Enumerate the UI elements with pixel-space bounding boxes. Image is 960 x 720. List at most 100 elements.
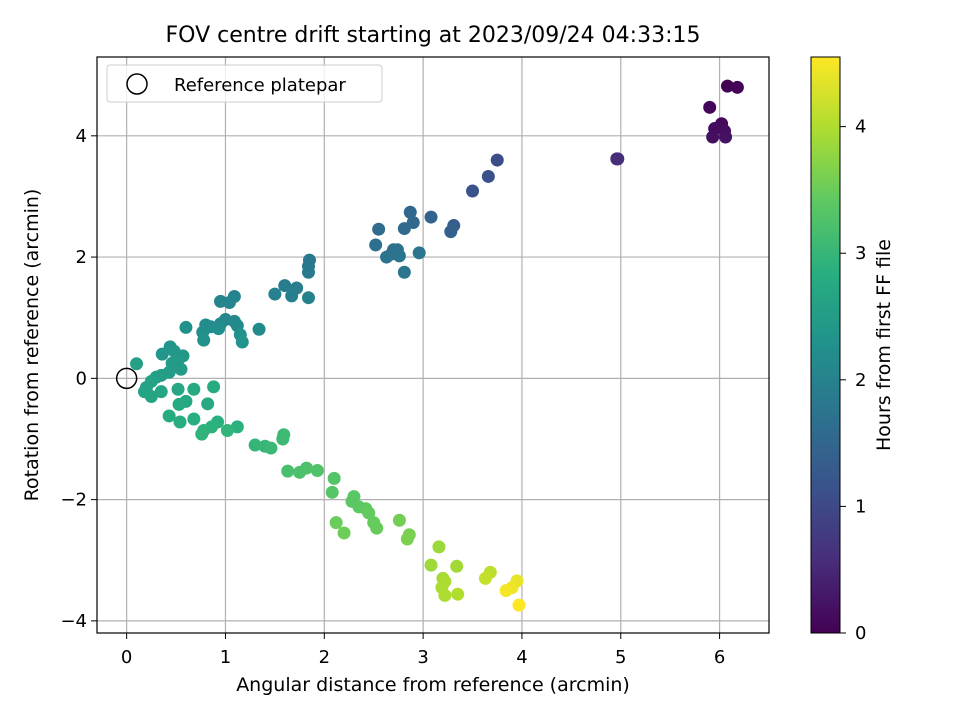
colorbar-tick-label: 1 <box>855 496 866 517</box>
data-point <box>277 428 291 442</box>
data-point <box>155 347 169 361</box>
data-point <box>380 250 394 264</box>
colorbar-ticks: 0 1 2 3 4 <box>840 117 866 644</box>
data-point <box>490 153 504 167</box>
data-point <box>222 296 236 310</box>
data-point <box>173 415 187 429</box>
data-point <box>362 506 376 520</box>
colorbar-gradient <box>810 56 841 634</box>
x-tick-label: 5 <box>615 647 626 668</box>
data-point <box>278 279 292 293</box>
data-point <box>144 390 158 404</box>
colorbar-tick-label: 3 <box>855 243 866 264</box>
colorbar-label: Hours from first FF file <box>873 239 895 451</box>
colorbar-tick-label: 2 <box>855 370 866 391</box>
y-tick-label: −4 <box>60 611 87 632</box>
x-axis-ticks: 0 1 2 3 4 5 6 <box>121 633 725 668</box>
data-point <box>172 397 186 411</box>
data-point <box>512 598 526 612</box>
data-point <box>403 205 417 219</box>
y-tick-label: −2 <box>60 490 87 511</box>
data-point <box>372 222 386 236</box>
data-point <box>268 287 282 301</box>
legend-label: Reference platepar <box>174 75 346 96</box>
data-point <box>162 409 176 423</box>
data-point <box>201 397 215 411</box>
data-point <box>703 100 717 114</box>
data-point <box>432 540 446 554</box>
data-point <box>392 513 406 527</box>
data-point <box>154 385 168 399</box>
x-axis-label: Angular distance from reference (arcmin) <box>236 674 630 696</box>
legend: Reference platepar <box>106 64 383 103</box>
data-point <box>329 516 343 530</box>
data-point <box>730 80 744 94</box>
data-point <box>301 291 315 305</box>
colorbar: 0 1 2 3 4 Hours from first FF file <box>810 56 895 644</box>
colorbar-tick-label: 0 <box>855 623 866 644</box>
data-point <box>451 587 465 601</box>
y-axis-label: Rotation from reference (arcmin) <box>21 189 43 502</box>
data-point <box>300 461 314 475</box>
reference-point-marker <box>115 367 138 390</box>
data-point <box>481 169 495 183</box>
data-point <box>248 438 262 452</box>
data-point <box>412 246 426 260</box>
y-axis-ticks: −4 −2 0 2 4 <box>60 126 97 632</box>
data-point <box>325 485 339 499</box>
y-tick-label: 4 <box>76 126 87 147</box>
data-point <box>174 362 188 376</box>
data-point <box>197 333 211 347</box>
y-tick-label: 2 <box>76 247 87 268</box>
x-tick-label: 0 <box>121 647 132 668</box>
data-point <box>499 584 513 598</box>
data-point <box>212 322 226 336</box>
plot-frame <box>96 56 770 634</box>
data-point <box>171 382 185 396</box>
data-point <box>397 222 411 236</box>
data-points <box>130 79 744 612</box>
data-point <box>195 427 209 441</box>
data-point <box>370 521 384 535</box>
x-tick-label: 4 <box>516 647 527 668</box>
data-point <box>301 265 315 279</box>
data-point <box>235 335 249 349</box>
data-point <box>450 559 464 573</box>
data-point <box>720 79 734 93</box>
legend-marker <box>126 73 148 95</box>
data-point <box>397 265 411 279</box>
y-tick-label: 0 <box>76 368 87 389</box>
legend-box <box>106 64 383 103</box>
data-point <box>187 412 201 426</box>
data-point <box>444 225 458 239</box>
data-point <box>327 471 341 485</box>
data-point <box>478 571 492 585</box>
data-point <box>337 526 351 540</box>
data-point <box>466 184 480 198</box>
data-point <box>187 382 201 396</box>
data-point <box>310 464 324 478</box>
data-point <box>207 380 221 394</box>
data-point <box>392 249 406 263</box>
x-tick-label: 1 <box>220 647 231 668</box>
data-point <box>438 588 452 602</box>
data-point <box>264 441 278 455</box>
data-point <box>611 152 625 166</box>
grid-lines <box>97 57 769 633</box>
data-point <box>230 420 244 434</box>
data-point <box>706 130 720 144</box>
data-point <box>220 423 234 437</box>
data-point <box>285 289 299 303</box>
data-point <box>719 130 733 144</box>
x-tick-label: 3 <box>417 647 428 668</box>
data-point <box>400 532 414 546</box>
data-point <box>424 210 438 224</box>
data-point <box>252 322 266 336</box>
colorbar-tick-label: 4 <box>855 117 866 138</box>
x-tick-label: 6 <box>714 647 725 668</box>
data-point <box>281 464 295 478</box>
x-tick-label: 2 <box>319 647 330 668</box>
data-point <box>179 320 193 334</box>
chart-title: FOV centre drift starting at 2023/09/24 … <box>166 23 701 48</box>
